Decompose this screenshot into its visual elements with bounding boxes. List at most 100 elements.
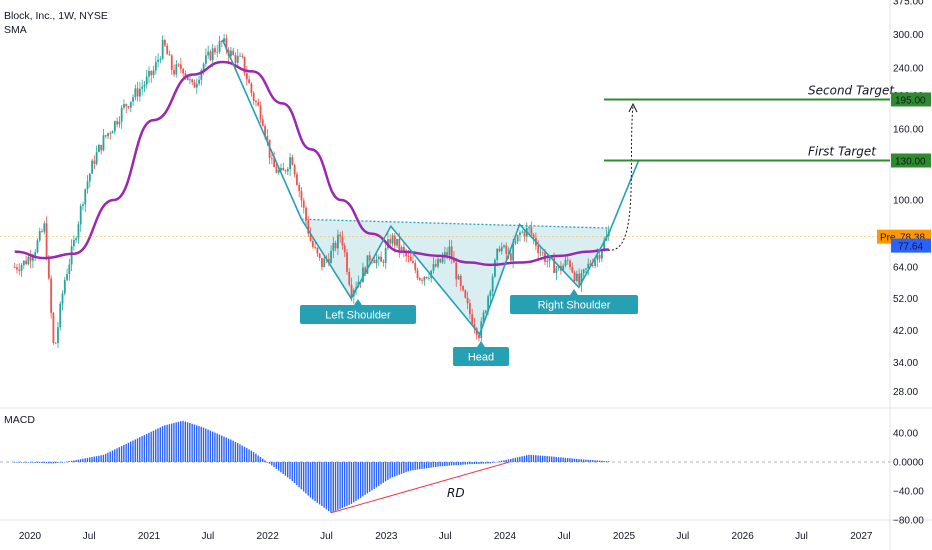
macd-bar: [489, 462, 491, 464]
macd-bar: [512, 458, 514, 462]
time-tick-label: Jul: [558, 531, 571, 542]
candle-body: [77, 224, 80, 239]
macd-bar: [380, 462, 382, 485]
candle-body: [569, 260, 571, 268]
candle-body: [184, 73, 187, 77]
candle-body: [132, 97, 134, 102]
candle-body: [209, 51, 212, 60]
macd-bar: [587, 459, 589, 462]
macd-bar: [551, 456, 553, 462]
macd-bar: [305, 462, 307, 494]
macd-bar: [580, 459, 583, 462]
macd-bar: [111, 450, 114, 462]
macd-bar: [139, 437, 141, 462]
candle-body: [198, 79, 200, 84]
macd-bar: [475, 462, 478, 464]
macd-bar: [175, 422, 177, 462]
macd-bar: [280, 462, 282, 473]
candle-body: [564, 259, 567, 266]
candle-body: [546, 260, 549, 262]
candle-body: [223, 38, 225, 42]
candle-body: [380, 256, 383, 262]
candle-body: [154, 61, 157, 71]
macd-bar: [200, 426, 202, 462]
time-tick-label: 2023: [375, 531, 398, 542]
candle-body: [29, 256, 32, 261]
macd-bar: [16, 462, 18, 463]
candle-body: [457, 275, 460, 280]
candle-body: [377, 256, 380, 260]
macd-bar: [243, 446, 246, 462]
candle-body: [127, 106, 130, 108]
macd-bar: [364, 462, 366, 495]
macd-bar: [298, 462, 300, 488]
candle-body: [496, 248, 499, 260]
candle-body: [368, 255, 371, 261]
candle-body: [109, 133, 112, 134]
macd-bar: [202, 427, 205, 462]
callout-pointer: [570, 289, 578, 295]
macd-bar: [66, 461, 68, 463]
price-tick-label: 100.00: [893, 196, 924, 207]
candle-body: [100, 144, 103, 151]
candle-body: [161, 40, 164, 59]
macd-bar: [400, 462, 403, 474]
macd-bar: [32, 462, 34, 463]
macd-bar: [393, 462, 396, 477]
macd-bar: [487, 462, 489, 464]
price-tick-label: 64.00: [893, 263, 918, 274]
macd-bar: [95, 456, 98, 462]
macd-bar: [82, 458, 84, 462]
sma-indicator-label[interactable]: SMA: [4, 24, 27, 36]
candle-body: [446, 252, 449, 255]
macd-bar: [93, 456, 95, 462]
candle-body: [291, 157, 294, 165]
macd-bar: [478, 462, 480, 464]
candle-body: [462, 286, 464, 291]
target-price-tag: [891, 92, 931, 107]
macd-bar: [514, 457, 517, 462]
candle-body: [302, 200, 305, 208]
macd-bar: [396, 462, 398, 476]
macd-bar: [578, 459, 580, 462]
candle-body: [409, 256, 412, 261]
macd-bar: [437, 462, 439, 467]
macd-tick-label: 0.0000: [893, 458, 924, 469]
macd-indicator-label[interactable]: MACD: [4, 414, 35, 426]
candle-body: [207, 51, 210, 56]
macd-bar: [357, 462, 359, 500]
candle-body: [150, 70, 153, 76]
candle-body: [573, 272, 576, 281]
projection-dotted-arrow: [607, 105, 634, 251]
candle-body: [225, 38, 228, 50]
macd-bar: [218, 434, 221, 462]
macd-bar: [491, 462, 494, 463]
candle-body: [384, 248, 387, 263]
candle-body: [148, 70, 150, 77]
candle-body: [327, 258, 330, 263]
candle-body: [350, 284, 353, 297]
candle-body: [104, 135, 107, 137]
macd-bar: [118, 447, 121, 462]
macd-bar: [191, 423, 193, 462]
macd-bar: [38, 462, 41, 463]
time-tick-label: Jul: [201, 531, 214, 542]
macd-bar: [225, 437, 227, 462]
candle-body: [473, 324, 476, 329]
candle-body: [509, 253, 512, 261]
candle-body: [50, 278, 53, 313]
macd-bar: [195, 425, 198, 462]
macd-bar: [102, 454, 105, 462]
macd-bar: [234, 441, 237, 462]
macd-bar: [498, 461, 501, 462]
macd-bar: [337, 462, 339, 510]
candle-body: [159, 58, 162, 60]
macd-bar: [75, 460, 77, 462]
candle-body: [471, 314, 474, 325]
macd-bar: [332, 462, 334, 512]
candle-body: [134, 88, 137, 98]
macd-bar: [494, 462, 496, 463]
macd-bar: [48, 462, 50, 464]
macd-bar: [268, 462, 271, 464]
